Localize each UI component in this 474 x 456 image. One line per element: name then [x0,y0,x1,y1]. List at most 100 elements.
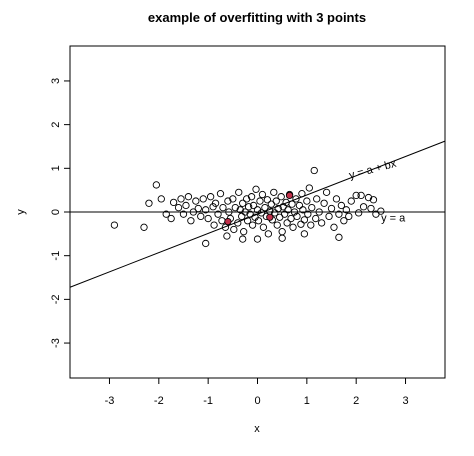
data-point [293,212,301,221]
data-point [249,201,258,210]
data-point [184,193,193,201]
data-point [278,234,286,242]
data-point [254,217,263,225]
data-point [377,207,385,215]
data-point [230,225,238,234]
data-point [287,214,295,223]
data-point [179,210,188,218]
data-point [244,203,253,211]
data-point [210,221,218,229]
highlight-point [224,217,232,226]
y-tick-label: -1 [50,251,62,261]
data-point [152,181,160,189]
y-tick-label: -2 [50,294,62,304]
x-axis-label: x [254,423,260,435]
annotation-linear-fit: y = a + bx [348,158,398,182]
data-point [283,219,291,227]
highlight-point [285,191,294,200]
data-point [308,203,316,212]
data-point [240,228,248,236]
data-point [219,203,227,212]
data-point [300,216,309,224]
data-point [247,193,256,201]
x-tick-label: -2 [154,395,164,407]
data-point [369,196,378,204]
data-point [315,208,323,216]
y-tick-label: 1 [50,165,62,171]
data-point [364,193,373,202]
data-point [214,210,222,218]
data-point [288,200,296,208]
data-point [330,223,338,231]
data-point [335,233,343,241]
data-point [225,208,233,216]
data-point [320,199,328,207]
data-point [157,195,165,203]
data-point [174,203,183,212]
data-point [259,223,268,231]
data-point [352,191,360,200]
x-tick-label: -3 [105,395,115,407]
x-tick-label: 0 [254,395,260,407]
data-point [289,223,297,231]
data-point [252,185,260,193]
data-point [322,188,331,196]
data-point [290,208,299,216]
data-point [257,209,266,217]
data-point [248,221,257,229]
data-point [270,188,278,196]
data-point [278,228,286,236]
data-point [231,203,239,212]
y-tick-label: 0 [50,209,62,215]
data-point [194,204,202,213]
annotation-constant-fit: y = a [381,213,406,225]
y-tick-label: -3 [50,338,62,348]
data-point [235,188,243,196]
data-point [192,197,200,205]
data-point [202,206,210,214]
data-point [303,197,311,205]
data-point [239,235,247,243]
data-point [345,212,353,221]
data-point [317,219,326,227]
data-point [177,195,185,203]
data-point [242,195,251,203]
data-point [140,223,148,231]
data-point [335,210,343,218]
data-point [145,199,153,207]
data-point [216,190,225,198]
y-tick-label: 2 [50,122,62,128]
data-point [206,193,215,201]
data-point [342,206,350,214]
fit-lines [69,140,446,288]
data-point [327,204,336,213]
data-point [312,214,320,223]
data-point [187,217,195,225]
chart-title: example of overfitting with 3 points [148,10,366,25]
data-point [298,190,306,198]
data-point [277,193,285,201]
data-point [292,195,300,203]
data-point [300,230,309,238]
data-point [273,221,281,229]
data-point [224,197,232,205]
data-point [304,210,312,218]
x-tick-label: -1 [203,395,213,407]
data-point [355,209,363,217]
data-point [313,195,321,203]
y-axis: -3 -2 -1 0 1 2 3 [50,78,70,348]
data-point [202,239,210,248]
data-point [359,203,368,211]
data-point [256,197,264,205]
data-point [332,195,341,203]
x-tick-label: 3 [402,395,408,407]
y-tick-label: 3 [50,78,62,84]
data-point [223,232,231,240]
data-point [229,195,237,203]
data-point [274,204,282,213]
data-points [110,166,385,248]
data-point [167,214,175,223]
data-point [189,208,198,216]
data-point [299,206,307,214]
